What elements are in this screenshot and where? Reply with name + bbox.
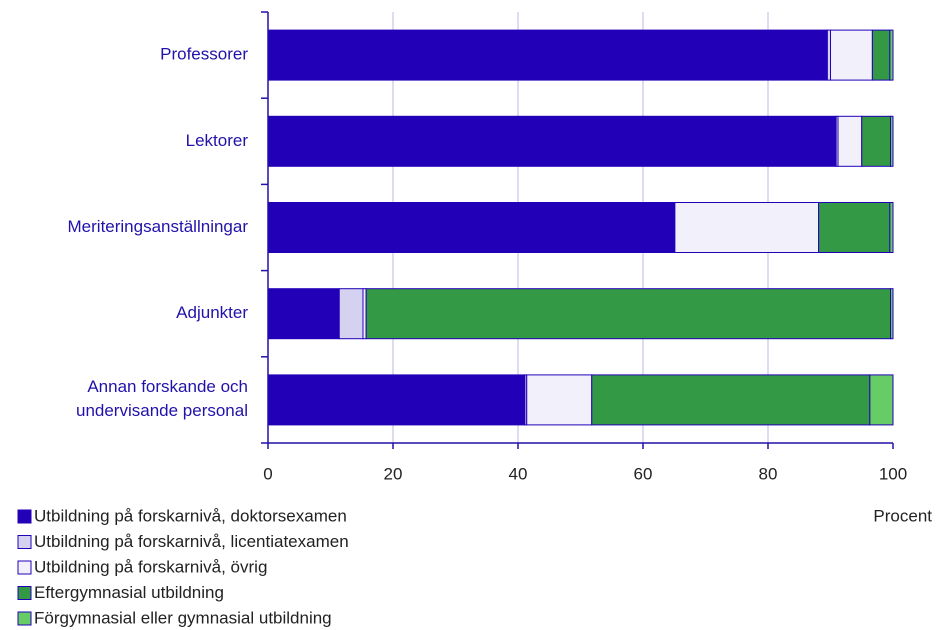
y-tick-label: Professorer xyxy=(160,45,248,64)
x-tick-label: 20 xyxy=(384,464,403,483)
bar-segment xyxy=(267,202,675,253)
bar-segment xyxy=(861,115,891,167)
bar-segment xyxy=(267,288,340,340)
legend-label: Utbildning på forskarnivå, doktorsexamen xyxy=(34,506,347,525)
bar-segment xyxy=(889,202,894,253)
bar-segment xyxy=(837,115,863,167)
bar-segment xyxy=(830,29,873,81)
bar-segment xyxy=(889,29,894,81)
legend-label: Utbildning på forskarnivå, licentiatexam… xyxy=(34,532,349,551)
x-tick-label: 100 xyxy=(879,464,907,483)
y-tick-label: Lektorer xyxy=(186,131,249,150)
bar-segment xyxy=(674,202,820,253)
y-tick-label: Annan forskande och undervisande personal xyxy=(76,377,248,420)
bar-segment xyxy=(526,374,593,426)
legend-swatch xyxy=(17,560,32,575)
legend-label: Utbildning på forskarnivå, övrig xyxy=(34,557,267,576)
x-tick-label: 40 xyxy=(509,464,528,483)
x-tick-label: 80 xyxy=(759,464,778,483)
bar-segment xyxy=(267,374,526,426)
y-tick-label: Meriteringsanställningar xyxy=(68,217,249,236)
legend-label: Eftergymnasial utbildning xyxy=(34,583,224,602)
bar-segment xyxy=(869,374,894,426)
legend-swatch xyxy=(17,535,32,549)
bar-segment xyxy=(591,374,871,426)
bar-segment xyxy=(871,29,891,81)
bar-segment xyxy=(338,288,364,340)
bar-segment xyxy=(267,115,837,167)
legend-swatch xyxy=(17,509,32,524)
bar-segment xyxy=(818,202,891,253)
bar-segment xyxy=(267,29,828,81)
legend-swatch xyxy=(17,611,32,626)
y-tick-label: Adjunkter xyxy=(176,303,248,322)
legend-swatch xyxy=(17,586,32,600)
bar-segment xyxy=(890,288,894,340)
x-tick-label: 60 xyxy=(634,464,653,483)
x-tick-label: 0 xyxy=(263,464,272,483)
x-axis-label: Procent xyxy=(873,506,932,525)
bar-segment xyxy=(890,115,894,167)
bar-segment xyxy=(365,288,891,340)
legend-label: Förgymnasial eller gymnasial utbildning xyxy=(34,608,332,627)
